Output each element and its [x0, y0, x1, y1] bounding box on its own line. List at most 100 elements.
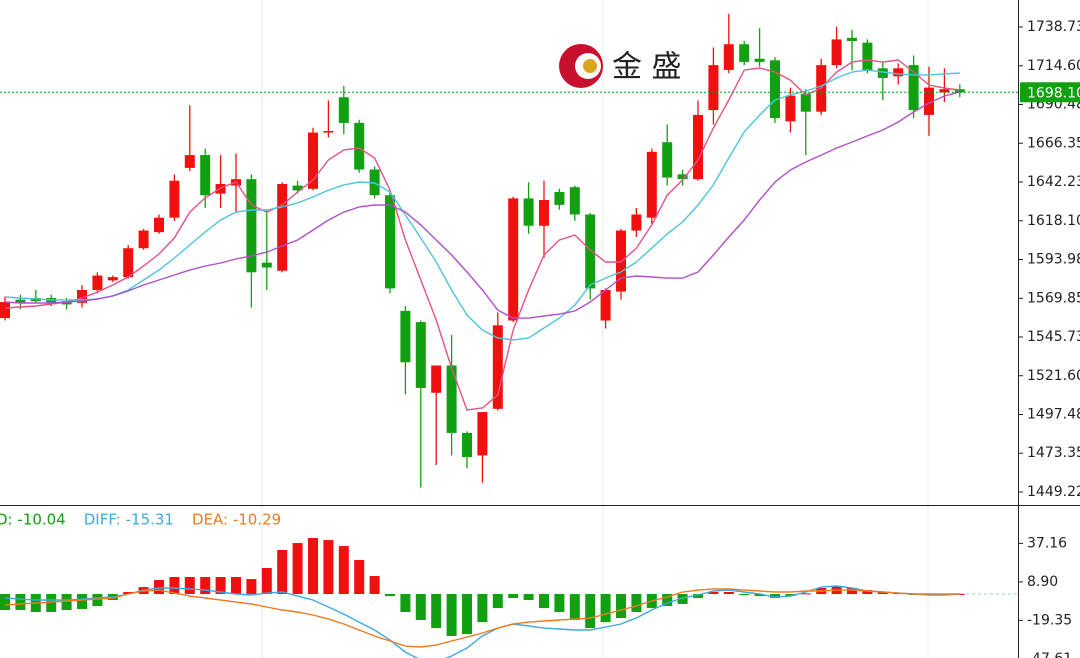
macd-bar: [693, 594, 703, 598]
y-tick-label: 1666.35: [1027, 135, 1080, 151]
macd-bar: [415, 594, 426, 621]
macd-bar: [662, 594, 673, 607]
y-tick-label: 1642.23: [1027, 174, 1080, 190]
macd-bar: [785, 594, 796, 597]
candle-body: [693, 114, 703, 180]
line: [4, 59, 960, 411]
candle-body: [785, 95, 796, 122]
macd-bar: [246, 579, 257, 595]
candle-body: [107, 277, 118, 281]
macd-bar: [508, 594, 519, 598]
y-tick-label: 37.16: [1027, 535, 1067, 551]
candle-body: [0, 302, 10, 319]
macd-bar: [0, 594, 10, 610]
macd-bar: [400, 594, 411, 613]
candle-body: [662, 142, 673, 178]
candle-body: [15, 299, 26, 303]
candle-body: [770, 60, 780, 119]
candle-body: [338, 97, 349, 123]
candle-body: [138, 230, 149, 249]
macd-bar: [354, 559, 365, 595]
candle-body: [600, 289, 611, 321]
macd-bar: [847, 588, 857, 595]
y-tick-label: 1449.22: [1027, 484, 1080, 500]
candle-body: [908, 65, 919, 111]
y-tick-label: 1714.60: [1027, 58, 1080, 74]
candle-body: [400, 310, 411, 363]
legend-entry: DIFF: -15.31: [84, 511, 174, 529]
candle-body: [708, 65, 719, 111]
macd-bar: [462, 594, 472, 635]
y-tick-label: 1473.35: [1027, 445, 1080, 461]
macd-bar: [569, 594, 580, 621]
y-tick-label: 1569.85: [1027, 290, 1080, 306]
candle-body: [877, 68, 888, 78]
candle-body: [585, 214, 596, 289]
macd-bar: [261, 567, 272, 595]
macd-bar: [877, 591, 888, 595]
macd-bar: [631, 594, 642, 613]
candle-body: [800, 94, 811, 112]
candle-body: [354, 122, 365, 170]
macd-bar: [431, 594, 442, 629]
candle-body: [723, 44, 734, 70]
macd-bar: [292, 543, 303, 595]
candle-body: [431, 365, 442, 393]
candle-body: [92, 275, 103, 290]
macd-bar: [215, 576, 226, 595]
candle-body: [200, 155, 211, 196]
macd-bar: [446, 594, 457, 636]
y-tick-label: -19.35: [1027, 612, 1072, 628]
macd-bar: [754, 594, 765, 597]
candle-body: [292, 185, 303, 191]
macd-bar: [800, 593, 811, 595]
current-price-label: 1698.10: [1027, 85, 1080, 101]
candle-body: [508, 198, 519, 321]
logo: 金 盛: [559, 44, 682, 88]
candle-body: [893, 68, 904, 77]
line: [4, 585, 960, 658]
candle-body: [862, 42, 873, 70]
y-tick-label: 1618.10: [1027, 213, 1080, 229]
macd-bar: [323, 540, 334, 595]
macd-bar: [46, 594, 57, 613]
candle-body: [123, 248, 134, 278]
macd-bar: [77, 594, 87, 610]
candle-body: [539, 200, 549, 226]
macd-bar: [308, 538, 318, 595]
candle-body: [415, 322, 426, 388]
macd-bar: [523, 594, 534, 601]
macd-bar: [154, 579, 164, 595]
macd-bar: [184, 576, 195, 595]
macd-bar: [708, 591, 719, 595]
macd-bar: [585, 594, 596, 629]
candle-body: [277, 183, 288, 271]
macd-bar: [92, 594, 103, 607]
legend-entry: DEA: -10.29: [192, 511, 281, 529]
candle-body: [631, 214, 642, 231]
macd-bar: [277, 550, 288, 595]
macd-bar: [169, 576, 180, 595]
macd-bar: [770, 594, 780, 598]
candle-body: [323, 130, 334, 133]
macd-bar: [200, 576, 211, 595]
macd-bar: [15, 594, 26, 610]
candle-body: [446, 365, 457, 433]
candle-body: [261, 262, 272, 268]
candle-body: [677, 174, 688, 180]
candle-body: [847, 37, 857, 42]
macd-bar: [677, 594, 688, 604]
candle-body: [61, 301, 72, 305]
candle-body: [831, 39, 842, 66]
macd-bar: [862, 590, 873, 595]
candle-body: [184, 155, 195, 168]
logo-icon: [583, 59, 597, 73]
macd-bar: [554, 594, 565, 613]
macd-bar: [369, 576, 380, 595]
y-tick-label: 1497.48: [1027, 406, 1080, 422]
y-tick-label: 1738.73: [1027, 19, 1080, 35]
y-tick-label: -47.61: [1027, 651, 1072, 658]
line: [4, 91, 960, 319]
macd-bar: [61, 594, 72, 610]
current-price-box: [1020, 82, 1080, 103]
